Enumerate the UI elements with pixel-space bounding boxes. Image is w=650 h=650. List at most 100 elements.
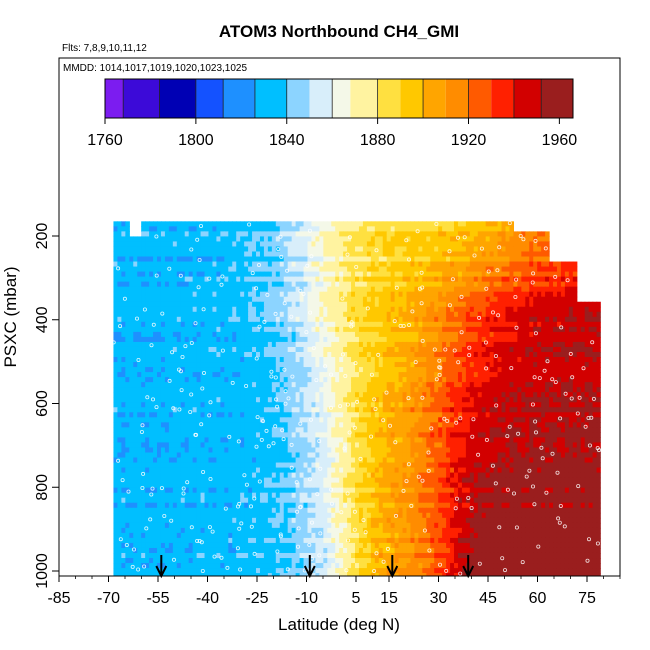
heat-cell — [576, 362, 582, 368]
heat-cell — [259, 311, 265, 318]
heat-cell — [137, 377, 142, 383]
heat-cell — [133, 392, 138, 398]
heat-cell — [176, 422, 182, 428]
heat-cell — [521, 311, 526, 318]
heat-cell — [501, 407, 507, 413]
heat-cell — [145, 226, 150, 232]
heat-cell — [200, 331, 206, 338]
heat-cell — [121, 367, 126, 373]
heat-cell — [477, 412, 483, 418]
heat-cell — [137, 296, 142, 303]
heat-cell — [228, 392, 233, 398]
heat-cell — [299, 362, 305, 368]
heat-cell — [517, 357, 522, 363]
heat-cell — [501, 392, 507, 398]
heat-cell — [224, 286, 229, 293]
heat-cell — [390, 241, 396, 248]
heat-cell — [481, 392, 487, 398]
heat-cell — [153, 402, 158, 408]
heat-cell — [493, 226, 499, 232]
heat-cell — [592, 306, 598, 313]
heat-cell — [192, 311, 198, 318]
heat-cell — [307, 286, 313, 293]
heat-cell — [299, 372, 305, 378]
heat-cell — [180, 397, 186, 403]
heat-cell — [446, 331, 451, 338]
heat-cell — [434, 402, 439, 408]
heat-cell — [331, 251, 336, 258]
heat-cell — [184, 316, 190, 323]
heat-cell — [529, 231, 534, 238]
heat-cell — [406, 296, 412, 303]
heat-cell — [461, 387, 467, 393]
heat-cell — [323, 271, 328, 278]
heat-cell — [418, 266, 423, 273]
heat-cell — [568, 422, 574, 428]
heat-cell — [232, 331, 237, 338]
heat-cell — [556, 351, 562, 358]
heat-cell — [362, 311, 368, 318]
heat-cell — [426, 271, 431, 278]
heat-cell — [311, 357, 317, 363]
heat-cell — [580, 326, 586, 333]
heat-cell — [473, 276, 479, 283]
heat-cell — [358, 276, 364, 283]
heat-cell — [184, 367, 190, 373]
heat-cell — [188, 276, 194, 283]
heat-cell — [469, 301, 475, 308]
heat-cell — [378, 296, 384, 303]
heat-cell — [529, 392, 534, 398]
heat-cell — [493, 281, 499, 288]
heat-cell — [279, 241, 285, 248]
heat-cell — [216, 326, 221, 333]
heat-cell — [477, 311, 483, 318]
heat-cell — [129, 402, 134, 408]
heat-cell — [335, 351, 340, 358]
heat-cell — [252, 261, 257, 268]
heat-cell — [525, 357, 530, 363]
heat-cell — [378, 336, 384, 343]
heat-cell — [299, 417, 305, 423]
heat-cell — [303, 226, 309, 232]
heat-cell — [414, 387, 419, 393]
heat-cell — [541, 392, 546, 398]
heat-cell — [117, 377, 122, 383]
heat-cell — [176, 266, 182, 273]
heat-cell — [137, 321, 142, 328]
heat-cell — [398, 221, 404, 227]
heat-cell — [556, 422, 562, 428]
heat-cell — [513, 311, 518, 318]
heat-cell — [450, 271, 455, 278]
heat-cell — [220, 387, 225, 393]
heat-cell — [461, 236, 467, 243]
heat-cell — [267, 316, 273, 323]
heat-cell — [406, 407, 412, 413]
heat-cell — [291, 341, 297, 348]
heat-cell — [489, 231, 495, 238]
heat-cell — [422, 221, 427, 227]
heat-cell — [442, 367, 447, 373]
heat-cell — [382, 346, 388, 353]
heat-cell — [358, 256, 364, 263]
heat-cell — [382, 276, 388, 283]
heat-cell — [382, 372, 388, 378]
heat-cell — [339, 291, 344, 298]
heat-cell — [275, 331, 281, 338]
heat-cell — [568, 382, 574, 388]
heat-cell — [529, 382, 534, 388]
heat-cell — [410, 407, 416, 413]
heat-cell — [311, 286, 317, 293]
heat-cell — [430, 422, 435, 428]
heat-cell — [153, 231, 158, 238]
heat-cell — [149, 241, 154, 248]
heat-cell — [461, 336, 467, 343]
heat-cell — [283, 341, 289, 348]
heat-cell — [529, 351, 534, 358]
heat-cell — [537, 281, 542, 288]
heat-cell — [418, 281, 423, 288]
heat-cell — [263, 387, 269, 393]
heat-cell — [414, 321, 419, 328]
heat-cell — [220, 346, 225, 353]
heat-cell — [513, 291, 518, 298]
heat-cell — [228, 357, 233, 363]
